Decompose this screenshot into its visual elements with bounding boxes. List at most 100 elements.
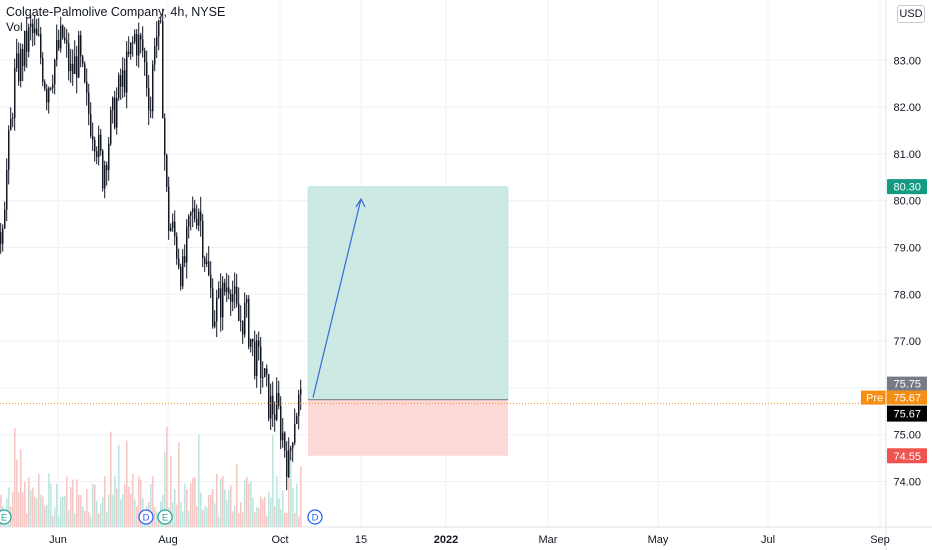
candle-body <box>100 134 102 151</box>
volume-bar <box>80 495 82 527</box>
volume-bar <box>234 505 236 527</box>
candle-body <box>78 35 80 78</box>
volume-bar <box>108 494 110 527</box>
candle-body <box>124 70 126 93</box>
volume-bar <box>58 516 60 527</box>
candle-body <box>182 256 184 287</box>
candle-body <box>110 110 112 144</box>
volume-bar <box>298 516 300 527</box>
volume-bar <box>172 502 174 527</box>
candle-body <box>152 64 154 112</box>
candle-body <box>116 97 118 128</box>
candle-body <box>190 212 192 216</box>
x-tick-label: Sep <box>870 534 890 546</box>
candle-body <box>204 258 206 265</box>
candle-body <box>18 53 20 81</box>
candle-body <box>298 394 300 417</box>
candle-body <box>212 288 214 327</box>
candle-body <box>72 63 74 75</box>
volume-bar <box>192 478 194 527</box>
candle-body <box>60 25 62 49</box>
stop-loss-label-bg <box>887 448 927 464</box>
volume-bar <box>270 497 272 527</box>
volume-bar <box>50 483 52 527</box>
volume-bar <box>244 480 246 527</box>
y-axis[interactable]: 74.0075.0076.0077.0078.0079.0080.0081.00… <box>893 55 921 488</box>
candle-body <box>130 42 132 55</box>
volume-bar <box>62 496 64 527</box>
candle-body <box>214 321 216 327</box>
volume-bar <box>212 489 214 527</box>
currency-button[interactable]: USD <box>897 5 925 23</box>
profit-zone <box>307 186 509 400</box>
candle-body <box>68 43 70 72</box>
candle-body <box>164 118 166 156</box>
trend-arrow-head <box>355 197 366 208</box>
candle-body <box>10 118 12 131</box>
candle-body <box>52 84 54 88</box>
event-marker-letter: D <box>312 513 319 524</box>
volume-bar <box>228 490 230 527</box>
volume-bar <box>222 475 224 527</box>
volume-bar <box>176 504 178 527</box>
volume-bar <box>276 476 278 527</box>
y-tick-label: 75.00 <box>893 430 921 442</box>
volume-bar <box>300 466 302 527</box>
trend-arrow <box>312 198 362 398</box>
volume-bar <box>282 490 284 527</box>
candle-body <box>160 20 162 22</box>
symbol-title[interactable]: Colgate-Palmolive Company, 4h, NYSE <box>6 5 226 19</box>
candle-body <box>120 75 122 87</box>
x-axis[interactable]: Jun Aug Oct 15 2022 Mar May Jul Sep <box>49 534 890 546</box>
candle-body <box>82 56 84 64</box>
volume-bar <box>240 502 242 527</box>
volume-bar <box>274 506 276 527</box>
volume-bar <box>78 494 80 527</box>
candle-body <box>104 165 106 189</box>
volume-bar <box>26 513 28 527</box>
candle-body <box>246 298 248 303</box>
volume-bar <box>76 479 78 527</box>
volume-bar <box>20 449 22 527</box>
volume-bar <box>278 498 280 527</box>
event-marker-letter: E <box>162 513 168 524</box>
pre-tag: Pre <box>866 393 883 405</box>
x-tick-label: Mar <box>539 534 558 546</box>
volume-bar <box>188 510 190 527</box>
volume-bar <box>250 481 252 527</box>
volume-bar <box>96 500 98 527</box>
volume-bar <box>214 503 216 527</box>
volume-bar <box>136 506 138 527</box>
candle-body <box>14 68 16 119</box>
volume-bar <box>254 512 256 527</box>
candle-body <box>230 293 232 302</box>
volume-bar <box>202 509 204 527</box>
volume-bar <box>106 511 108 527</box>
candle-body <box>250 338 252 347</box>
x-tick-label: Aug <box>158 534 178 546</box>
volume-bar <box>248 483 250 527</box>
candle-body <box>70 63 72 72</box>
candle-body <box>12 118 14 120</box>
long-position-tool[interactable] <box>307 186 509 456</box>
candle-body <box>80 35 82 57</box>
volume-bar <box>186 489 188 527</box>
volume-bar <box>66 476 68 527</box>
volume-label[interactable]: Vol <box>6 20 23 34</box>
volume-bar <box>24 482 26 527</box>
candle-body <box>196 218 198 226</box>
candle-body <box>6 169 8 210</box>
volume-bar <box>150 483 152 527</box>
candle-body <box>140 35 142 40</box>
volume-bar <box>64 495 66 527</box>
volume-bar <box>178 442 180 527</box>
candle-body <box>272 395 274 415</box>
candle-body <box>86 81 88 93</box>
candle-body <box>266 368 268 375</box>
candle-body <box>118 75 120 98</box>
volume-bar <box>204 506 206 527</box>
candle-body <box>240 320 242 322</box>
volume-bar <box>126 440 128 527</box>
